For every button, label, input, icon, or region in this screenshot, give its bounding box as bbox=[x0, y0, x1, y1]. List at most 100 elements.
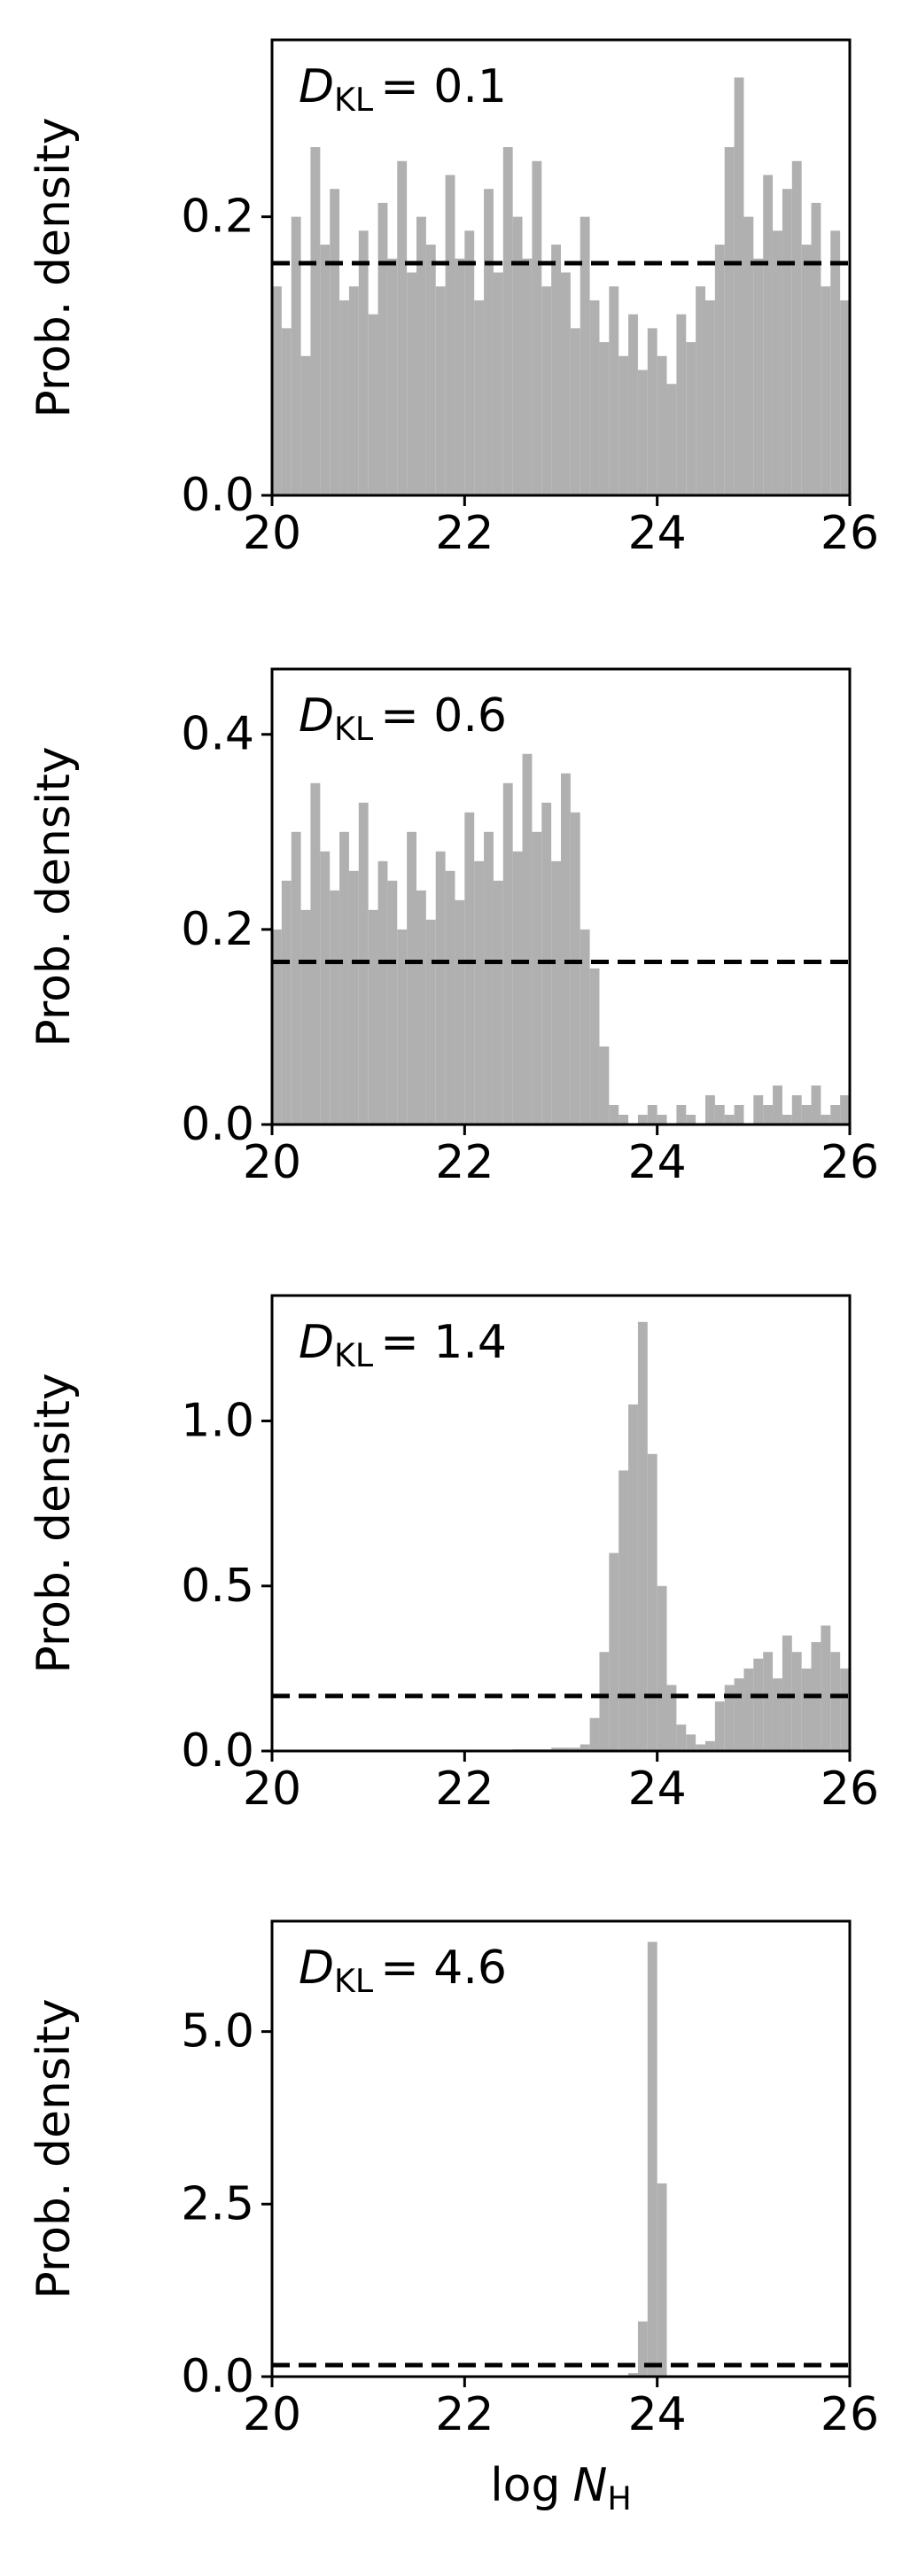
bar bbox=[407, 831, 416, 1125]
bar bbox=[300, 909, 311, 1125]
bar bbox=[782, 189, 792, 495]
bar bbox=[561, 773, 571, 1125]
annotation-text: = 0.6 bbox=[380, 689, 507, 743]
bar bbox=[377, 202, 388, 495]
bar bbox=[339, 831, 349, 1125]
x-label-text: log bbox=[490, 2459, 560, 2512]
bar bbox=[696, 1744, 705, 1751]
bar bbox=[676, 1724, 687, 1751]
bar bbox=[502, 782, 513, 1125]
y-tick-label: 0.0 bbox=[181, 1724, 254, 1778]
bar bbox=[753, 258, 764, 495]
bar bbox=[609, 1553, 619, 1751]
bar bbox=[425, 919, 436, 1125]
bar bbox=[628, 314, 638, 495]
bar bbox=[445, 175, 455, 495]
bar bbox=[474, 860, 485, 1125]
bar bbox=[705, 1094, 715, 1125]
x-axis-label: log NH bbox=[490, 2459, 632, 2518]
bar bbox=[416, 890, 426, 1125]
axes-frame bbox=[270, 667, 852, 1126]
bar bbox=[407, 272, 416, 495]
bar bbox=[647, 1104, 657, 1125]
x-tick-label: 22 bbox=[435, 507, 494, 560]
bar bbox=[714, 1701, 725, 1751]
bar bbox=[512, 851, 523, 1125]
bar bbox=[387, 880, 398, 1125]
bar bbox=[666, 1685, 677, 1751]
annotation: DKL = 4.6 bbox=[299, 1942, 507, 2000]
bar bbox=[358, 230, 369, 495]
bar bbox=[821, 286, 831, 495]
x-tick-label: 22 bbox=[435, 2388, 494, 2441]
bar bbox=[821, 1625, 831, 1751]
annotation-text: = 0.1 bbox=[380, 60, 507, 113]
bar bbox=[300, 355, 311, 495]
x-tick-label: 24 bbox=[628, 507, 687, 560]
bar bbox=[666, 384, 677, 495]
bar bbox=[686, 1114, 696, 1125]
panel: 0.0 0.2 20 22 24 26 Prob. density DKL = 0.1 bbox=[27, 38, 879, 560]
bar bbox=[484, 189, 494, 495]
annotation-subscript: KL bbox=[334, 81, 374, 119]
bar bbox=[502, 147, 513, 496]
bar bbox=[416, 216, 426, 496]
annotation-subscript: KL bbox=[334, 710, 374, 748]
x-tick-label: 20 bbox=[243, 2388, 301, 2441]
bar bbox=[551, 860, 561, 1125]
bar bbox=[599, 1652, 610, 1751]
bar bbox=[618, 1470, 629, 1751]
bar bbox=[801, 245, 812, 495]
bar bbox=[791, 1652, 802, 1751]
y-tick-label: 0.4 bbox=[181, 708, 254, 761]
bar bbox=[435, 286, 446, 495]
bar bbox=[551, 245, 561, 495]
bar bbox=[474, 300, 485, 495]
bar bbox=[291, 216, 301, 496]
y-tick-label: 5.0 bbox=[181, 2005, 254, 2058]
x-tick-label: 20 bbox=[243, 1763, 301, 1816]
bar bbox=[763, 1104, 774, 1125]
bar bbox=[551, 1747, 561, 1751]
bar bbox=[734, 77, 744, 495]
bar bbox=[541, 286, 552, 495]
bar bbox=[532, 831, 542, 1125]
bar bbox=[773, 1085, 782, 1125]
bar bbox=[714, 245, 725, 495]
annotation-symbol: D bbox=[299, 1942, 334, 1995]
bar bbox=[676, 1104, 687, 1125]
bar bbox=[773, 230, 782, 495]
bar bbox=[310, 147, 321, 496]
bar bbox=[705, 300, 715, 495]
y-tick-label: 0.0 bbox=[181, 469, 254, 522]
bar bbox=[628, 1404, 638, 1751]
bar bbox=[647, 1453, 657, 1751]
bar bbox=[435, 851, 446, 1125]
bar bbox=[811, 202, 821, 495]
x-label-subscript: H bbox=[607, 2479, 631, 2518]
annotation-text: = 4.6 bbox=[380, 1942, 507, 1995]
bar bbox=[425, 245, 436, 495]
bar bbox=[455, 899, 465, 1125]
bar bbox=[561, 272, 571, 495]
bar bbox=[647, 328, 657, 495]
bar bbox=[724, 1114, 735, 1125]
bar bbox=[830, 230, 841, 495]
bar bbox=[397, 160, 408, 495]
y-tick-label: 0.0 bbox=[181, 1098, 254, 1151]
bar bbox=[570, 1747, 580, 1751]
y-tick-label: 0.2 bbox=[181, 903, 254, 956]
x-tick-label: 22 bbox=[435, 1136, 494, 1189]
y-axis-label: Prob. density bbox=[27, 1373, 81, 1673]
x-tick-label: 22 bbox=[435, 1763, 494, 1816]
y-tick-label: 0.5 bbox=[181, 1560, 254, 1613]
axes-frame bbox=[270, 38, 852, 497]
panel: 0.0 0.2 0.4 20 22 24 26 Prob. density DKL = 0.6 bbox=[27, 667, 879, 1189]
bar bbox=[686, 342, 696, 495]
bar bbox=[618, 1114, 629, 1125]
annotation-text: = 1.4 bbox=[380, 1316, 507, 1369]
bar bbox=[821, 1114, 831, 1125]
bar bbox=[561, 1747, 571, 1751]
bar bbox=[791, 1094, 802, 1125]
